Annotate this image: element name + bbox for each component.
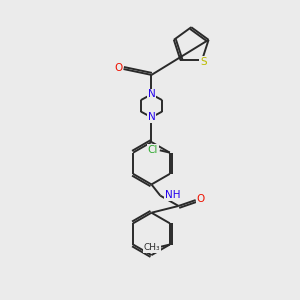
Text: Cl: Cl (148, 145, 158, 155)
Text: N: N (148, 89, 155, 99)
Text: NH: NH (165, 190, 180, 200)
Text: CH₃: CH₃ (144, 243, 160, 252)
Text: O: O (114, 63, 122, 74)
Text: N: N (148, 112, 155, 122)
Text: O: O (197, 194, 205, 205)
Text: S: S (200, 57, 207, 67)
